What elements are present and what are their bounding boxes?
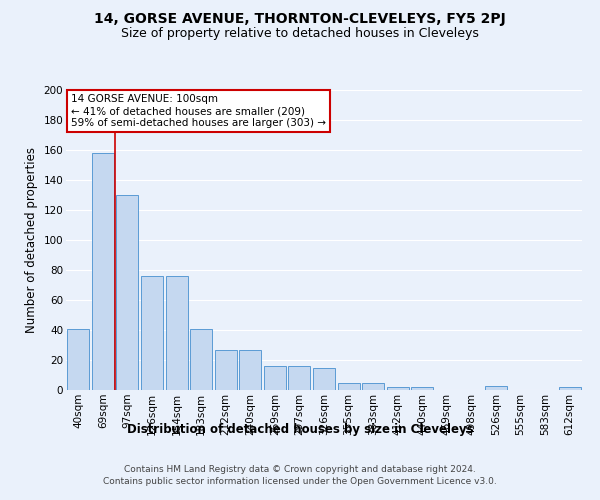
Text: 14 GORSE AVENUE: 100sqm
← 41% of detached houses are smaller (209)
59% of semi-d: 14 GORSE AVENUE: 100sqm ← 41% of detache… bbox=[71, 94, 326, 128]
Text: Contains HM Land Registry data © Crown copyright and database right 2024.: Contains HM Land Registry data © Crown c… bbox=[124, 465, 476, 474]
Bar bbox=[116, 195, 139, 390]
Bar bbox=[166, 276, 188, 390]
Bar bbox=[141, 276, 163, 390]
Bar bbox=[338, 382, 359, 390]
Bar bbox=[386, 387, 409, 390]
Bar bbox=[485, 386, 507, 390]
Bar bbox=[190, 328, 212, 390]
Bar bbox=[239, 350, 262, 390]
Bar bbox=[264, 366, 286, 390]
Bar bbox=[559, 387, 581, 390]
Bar bbox=[289, 366, 310, 390]
Bar bbox=[215, 350, 237, 390]
Text: Size of property relative to detached houses in Cleveleys: Size of property relative to detached ho… bbox=[121, 28, 479, 40]
Bar bbox=[362, 382, 384, 390]
Bar bbox=[313, 368, 335, 390]
Text: 14, GORSE AVENUE, THORNTON-CLEVELEYS, FY5 2PJ: 14, GORSE AVENUE, THORNTON-CLEVELEYS, FY… bbox=[94, 12, 506, 26]
Text: Contains public sector information licensed under the Open Government Licence v3: Contains public sector information licen… bbox=[103, 478, 497, 486]
Bar bbox=[92, 153, 114, 390]
Bar bbox=[411, 387, 433, 390]
Text: Distribution of detached houses by size in Cleveleys: Distribution of detached houses by size … bbox=[127, 422, 473, 436]
Bar bbox=[67, 328, 89, 390]
Y-axis label: Number of detached properties: Number of detached properties bbox=[25, 147, 38, 333]
